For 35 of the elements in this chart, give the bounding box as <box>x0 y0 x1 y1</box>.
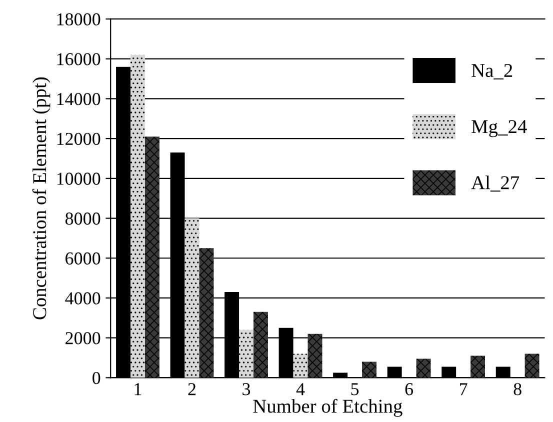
bar <box>470 356 486 378</box>
legend-label: Na_2 <box>472 64 512 80</box>
x-tick-label: 7 <box>460 383 468 396</box>
y-tick-label: 0 <box>92 372 100 384</box>
bar <box>144 136 160 378</box>
x-tick-label: 1 <box>134 383 142 396</box>
legend-label: Al_27 <box>471 176 520 192</box>
bar <box>308 334 322 378</box>
legend-label: Mg_24 <box>472 120 527 138</box>
y-tick-label: 18000 <box>57 13 100 26</box>
bar <box>524 354 540 378</box>
y-tick-label: 6000 <box>66 252 100 265</box>
y-tick-label: 14000 <box>57 92 100 106</box>
x-tick-label: 8 <box>514 383 522 396</box>
x-tick-label: 4 <box>296 383 305 396</box>
x-tick-label: 6 <box>405 383 414 396</box>
y-tick-label: 12000 <box>57 132 100 145</box>
x-tick-label: 3 <box>242 383 250 396</box>
y-tick-label: 8000 <box>65 212 100 225</box>
bar <box>362 362 376 378</box>
bar <box>253 312 268 378</box>
bar <box>416 358 431 378</box>
y-axis-title: Concentration of Element (ppt) <box>32 77 50 320</box>
x-tick-label: 5 <box>351 383 359 396</box>
y-tick-label: 2000 <box>66 332 100 344</box>
y-tick-label: 16000 <box>57 53 100 66</box>
x-axis-title: Number of Etching <box>253 398 402 417</box>
y-tick-label: 4000 <box>65 292 100 304</box>
bar <box>293 354 308 378</box>
bar <box>130 54 145 378</box>
y-tick-label: 10000 <box>57 172 100 185</box>
bar <box>184 218 200 378</box>
bar <box>199 248 214 378</box>
x-tick-label: 2 <box>188 383 196 396</box>
bar <box>239 330 254 378</box>
